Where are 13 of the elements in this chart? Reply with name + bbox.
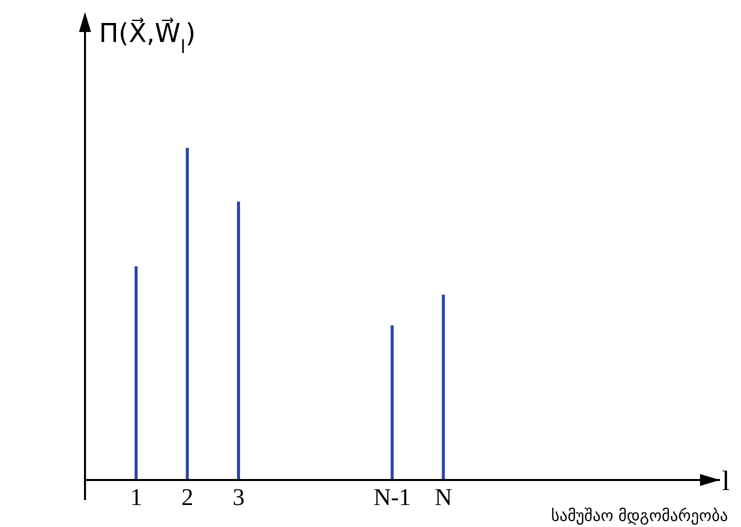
- text: სამუშაო მდგომარეობა: [551, 506, 728, 525]
- text: l: [722, 466, 730, 497]
- bar: [390, 325, 394, 480]
- x-tick-label: N-1: [374, 485, 411, 512]
- x-tick-label: 3: [232, 485, 245, 512]
- bar: [134, 266, 138, 480]
- x-tick-label: 2: [181, 485, 194, 512]
- x-tick-label: 1: [130, 485, 142, 512]
- bar: [237, 202, 240, 480]
- bar: [442, 294, 445, 480]
- x-tick-label: N: [434, 485, 452, 512]
- bar: [186, 148, 189, 480]
- y-axis-title: Π(X⃗,W⃗$_{l}$): [99, 17, 196, 58]
